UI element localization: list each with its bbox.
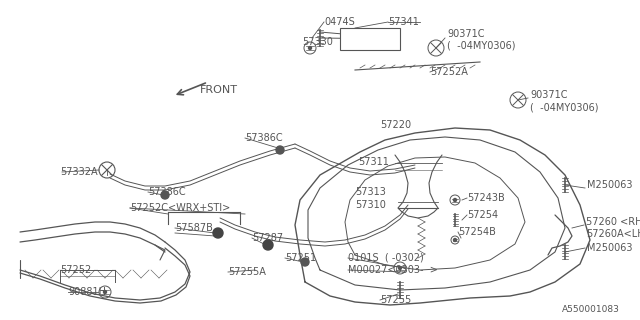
Text: M00027<0303-  >: M00027<0303- > — [348, 265, 438, 275]
Text: M250063: M250063 — [587, 243, 632, 253]
FancyBboxPatch shape — [340, 28, 400, 50]
Circle shape — [213, 228, 223, 238]
Circle shape — [454, 198, 456, 202]
Text: (  -04MY0306): ( -04MY0306) — [530, 102, 598, 112]
Text: 57252: 57252 — [60, 265, 92, 275]
Text: 57386C: 57386C — [245, 133, 283, 143]
Text: 57255: 57255 — [380, 295, 412, 305]
Text: 57260A<LH>: 57260A<LH> — [586, 229, 640, 239]
Circle shape — [276, 146, 284, 154]
Text: 57311: 57311 — [358, 157, 389, 167]
Text: 57254: 57254 — [467, 210, 498, 220]
Text: 57252C<WRX+STI>: 57252C<WRX+STI> — [130, 203, 230, 213]
Circle shape — [308, 46, 312, 50]
Text: 57587B: 57587B — [175, 223, 213, 233]
Text: FRONT: FRONT — [200, 85, 238, 95]
Text: 57254B: 57254B — [458, 227, 496, 237]
Text: A550001083: A550001083 — [562, 306, 620, 315]
Text: 57251: 57251 — [285, 253, 316, 263]
Circle shape — [301, 258, 309, 266]
Text: M250063: M250063 — [587, 180, 632, 190]
Text: 57332A: 57332A — [60, 167, 98, 177]
Text: (  -04MY0306): ( -04MY0306) — [447, 41, 515, 51]
Text: 57313: 57313 — [355, 187, 386, 197]
Text: 57255A: 57255A — [228, 267, 266, 277]
Text: 0474S: 0474S — [324, 17, 355, 27]
Text: 0101S  ( -0302): 0101S ( -0302) — [348, 253, 424, 263]
Circle shape — [399, 267, 401, 269]
Circle shape — [263, 240, 273, 250]
Text: 57252A: 57252A — [430, 67, 468, 77]
Circle shape — [104, 291, 106, 293]
Text: 57260 <RH>: 57260 <RH> — [586, 217, 640, 227]
Circle shape — [161, 191, 169, 199]
Text: 57330: 57330 — [302, 37, 333, 47]
Text: 90371C: 90371C — [530, 90, 568, 100]
Text: 57310: 57310 — [355, 200, 386, 210]
Text: 57341: 57341 — [388, 17, 419, 27]
Text: 57243B: 57243B — [467, 193, 505, 203]
Text: 57386C: 57386C — [148, 187, 186, 197]
Text: 90881H: 90881H — [68, 287, 106, 297]
Text: 57220: 57220 — [380, 120, 411, 130]
Circle shape — [454, 238, 456, 242]
Text: 57287: 57287 — [252, 233, 283, 243]
Text: 90371C: 90371C — [447, 29, 484, 39]
